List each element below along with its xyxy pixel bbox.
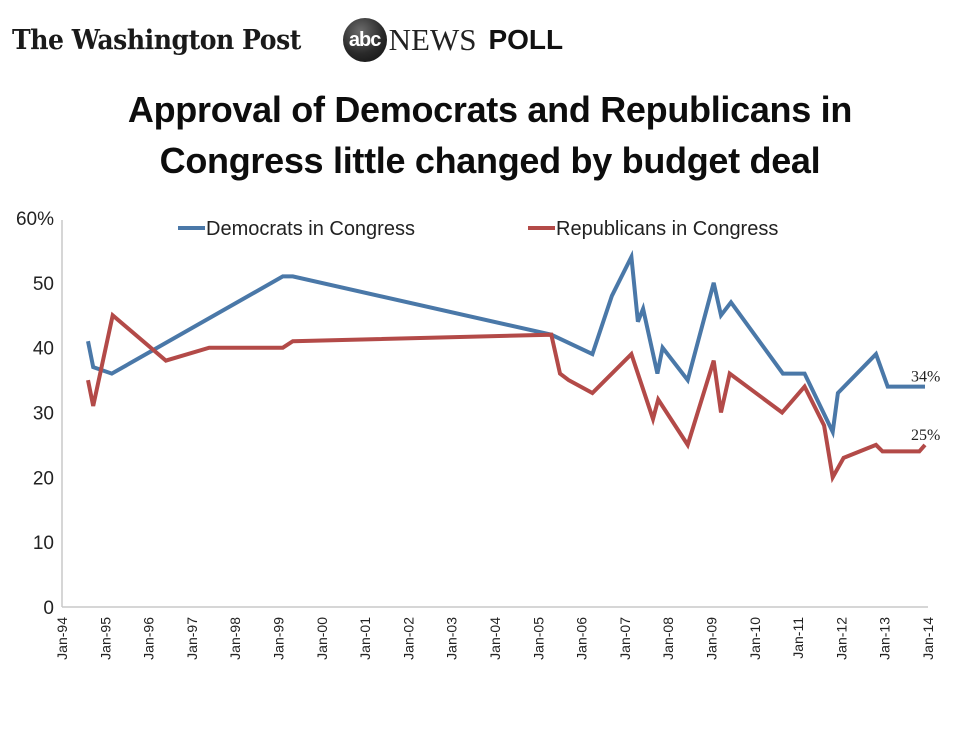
end-label-democrats: 34% — [911, 369, 940, 386]
abc-logo-icon: abc — [342, 18, 387, 62]
x-tick-label: Jan-12 — [833, 617, 849, 660]
masthead: The Washington Post abc NEWS POLL — [12, 18, 563, 62]
x-axis-ticks: Jan-94 Jan-95 Jan-96 Jan-97 Jan-98 Jan-99 Jan-… — [54, 617, 936, 660]
x-tick-label: Jan-05 — [530, 617, 546, 660]
washington-post-logo: The Washington Post — [12, 24, 301, 56]
x-tick-label: Jan-02 — [400, 617, 416, 660]
y-tick-label: 0 — [43, 598, 54, 619]
x-tick-label: Jan-97 — [184, 617, 200, 660]
x-tick-label: Jan-03 — [444, 617, 460, 660]
chart-axes — [61, 220, 928, 608]
x-tick-label: Jan-08 — [660, 617, 676, 660]
x-tick-label: Jan-09 — [704, 617, 720, 660]
abc-logo-text: abc — [348, 28, 381, 51]
x-tick-label: Jan-99 — [271, 617, 287, 660]
series-line-republicans — [86, 311, 927, 484]
legend-label-republicans: Republicans in Congress — [556, 218, 778, 240]
x-tick-label: Jan-98 — [227, 617, 243, 660]
series-line-democrats — [86, 249, 925, 439]
y-tick-label: 30 — [33, 404, 54, 425]
chart-legend: Democrats in Congress Republicans in Cong… — [178, 218, 778, 240]
x-tick-label: Jan-00 — [314, 617, 330, 660]
x-tick-label: Jan-10 — [747, 617, 763, 660]
chart-title-line-1: Approval of Democrats and Republicans in — [127, 89, 853, 130]
y-tick-label: 50 — [33, 274, 54, 295]
x-tick-label: Jan-13 — [877, 617, 893, 660]
x-tick-label: Jan-95 — [97, 617, 113, 660]
y-tick-label: 40 — [33, 339, 54, 360]
x-tick-label: Jan-01 — [357, 617, 373, 660]
y-tick-label: 20 — [33, 468, 54, 489]
news-wordmark: NEWS — [388, 22, 477, 57]
y-tick-label: 10 — [33, 533, 54, 554]
chart-title-line-2: Congress little changed by budget deal — [159, 140, 821, 181]
x-tick-label: Jan-11 — [790, 617, 806, 659]
x-tick-label: Jan-07 — [617, 617, 633, 660]
legend-label-democrats: Democrats in Congress — [206, 218, 415, 240]
x-tick-label: Jan-94 — [54, 617, 70, 660]
chart-title: Approval of Democrats and Republicans in… — [0, 84, 980, 186]
x-tick-label: Jan-14 — [920, 617, 936, 660]
chart-series — [86, 249, 927, 484]
end-labels: 34% 25% — [911, 369, 940, 444]
x-tick-label: Jan-04 — [487, 617, 503, 660]
y-tick-label: 60% — [16, 209, 54, 230]
y-axis-ticks: 0 10 20 30 40 50 60% — [16, 209, 54, 619]
x-tick-label: Jan-96 — [141, 617, 157, 660]
end-label-republicans: 25% — [911, 427, 940, 444]
poll-badge: POLL — [488, 24, 564, 55]
x-tick-label: Jan-06 — [574, 617, 590, 660]
